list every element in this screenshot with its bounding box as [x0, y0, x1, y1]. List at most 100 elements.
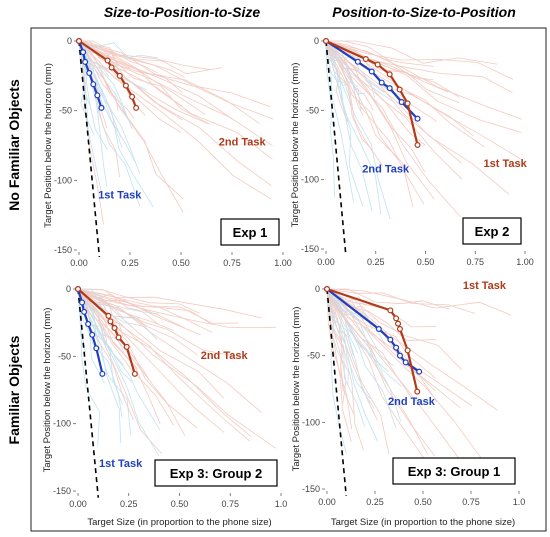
individual-trace	[326, 288, 402, 387]
data-point	[122, 82, 129, 89]
panel-title-box	[392, 457, 516, 485]
individual-trace	[325, 40, 373, 151]
task-annotation: 2nd Task	[201, 350, 249, 362]
row-title-1: No Familiar Objects	[6, 79, 22, 211]
individual-trace	[78, 40, 210, 71]
data-point	[414, 142, 421, 149]
data-point	[416, 368, 423, 375]
individual-trace	[77, 288, 262, 319]
data-point	[105, 312, 112, 319]
panel-title-box	[462, 217, 522, 245]
individual-trace	[325, 40, 426, 146]
individual-trace	[326, 40, 434, 67]
individual-trace	[77, 288, 108, 343]
data-point	[129, 93, 136, 100]
y-tick-label: -150	[302, 484, 320, 494]
individual-trace	[77, 288, 199, 356]
task-annotation: 1st Task	[483, 158, 527, 170]
individual-trace	[326, 288, 375, 410]
data-point	[368, 68, 375, 75]
y-tick-label: 0	[315, 284, 320, 294]
individual-trace	[77, 288, 276, 328]
y-tick-label: -50	[58, 351, 71, 361]
y-tick-label: -150	[301, 244, 319, 254]
individual-trace	[78, 40, 183, 121]
data-point	[386, 71, 393, 78]
x-tick-label: 1.00	[274, 258, 292, 268]
individual-trace	[77, 288, 225, 433]
individual-trace	[77, 288, 186, 329]
x-axis-label: Target Size (in proportion to the phone …	[331, 517, 515, 528]
individual-trace	[326, 288, 353, 430]
data-point	[414, 388, 421, 395]
individual-trace	[326, 288, 462, 370]
data-point	[396, 86, 403, 93]
data-point	[404, 100, 411, 107]
individual-trace	[78, 40, 206, 115]
individual-trace	[78, 40, 110, 78]
row-title-2: Familiar Objects	[6, 335, 22, 444]
task-annotation: 1st Task	[463, 280, 507, 292]
data-point	[94, 92, 101, 99]
panel-2: 0.00 0.25 0.50 0.75 1.00 0 -50 -100 -150 Target P…	[290, 36, 534, 267]
individual-trace	[325, 40, 435, 200]
y-tick-label: -50	[306, 105, 319, 115]
individual-trace	[325, 40, 425, 205]
individual-trace	[77, 288, 161, 425]
task-annotation: 2nd Task	[388, 396, 436, 408]
data-point	[81, 308, 88, 315]
data-point	[354, 58, 361, 65]
individual-trace	[326, 288, 438, 403]
individual-trace	[78, 40, 210, 125]
panel-title-box	[220, 218, 280, 246]
x-axis-label: Target Size (in proportion to the phone …	[87, 517, 271, 528]
x-tick-label: 0.00	[70, 258, 88, 268]
panel-1: 0.00 0.25 0.50 0.75 1.00 0 -50 -100 -150 Target P…	[43, 36, 292, 268]
data-point	[133, 104, 140, 111]
individual-trace	[78, 288, 140, 319]
x-tick-label: 0.50	[172, 258, 190, 268]
data-point	[79, 299, 86, 306]
panel-4: 0.00 0.25 0.50 0.75 1.0 0 -50 -100 -150 Target Po…	[291, 280, 525, 507]
individual-trace	[326, 288, 378, 442]
data-point	[131, 370, 138, 377]
individual-trace	[325, 40, 384, 167]
individual-trace	[78, 40, 158, 74]
individual-trace	[77, 288, 198, 429]
y-tick-label: -50	[59, 106, 72, 116]
panel-title: Exp 1	[233, 225, 268, 240]
y-tick-label: -150	[53, 486, 71, 496]
data-point	[362, 56, 369, 63]
data-point	[404, 347, 411, 354]
y-tick-label: -100	[53, 419, 71, 429]
individual-trace	[326, 288, 437, 342]
individual-trace	[77, 288, 252, 438]
individual-trace	[77, 288, 161, 431]
y-tick-label: 0	[66, 284, 71, 294]
individual-trace	[78, 40, 158, 59]
individual-trace	[78, 40, 184, 200]
y-axis-label: Target Position below the horizon (mm)	[290, 63, 301, 228]
reference-line	[326, 288, 347, 496]
task-annotation: 2nd Task	[219, 137, 267, 149]
x-tick-label: 0.25	[366, 497, 384, 507]
x-tick-label: 0.50	[417, 257, 435, 267]
column-title-1: Size-to-Position-to-Size	[104, 4, 261, 20]
data-point	[82, 58, 89, 65]
x-tick-label: 1.00	[516, 257, 534, 267]
data-point	[108, 64, 115, 71]
data-point	[111, 325, 118, 332]
data-point	[86, 70, 93, 77]
individual-trace	[77, 288, 159, 325]
individual-trace	[78, 40, 271, 108]
data-point	[99, 370, 106, 377]
x-tick-label: 0.50	[414, 497, 432, 507]
individual-trace	[78, 40, 184, 213]
y-axis-label: Target Position below the horizon (mm)	[42, 308, 53, 473]
data-point	[115, 334, 122, 341]
task-annotation: 2nd Task	[362, 164, 410, 176]
individual-trace	[325, 40, 335, 198]
column-title-2: Position-to-Size-to-Position	[332, 4, 516, 20]
